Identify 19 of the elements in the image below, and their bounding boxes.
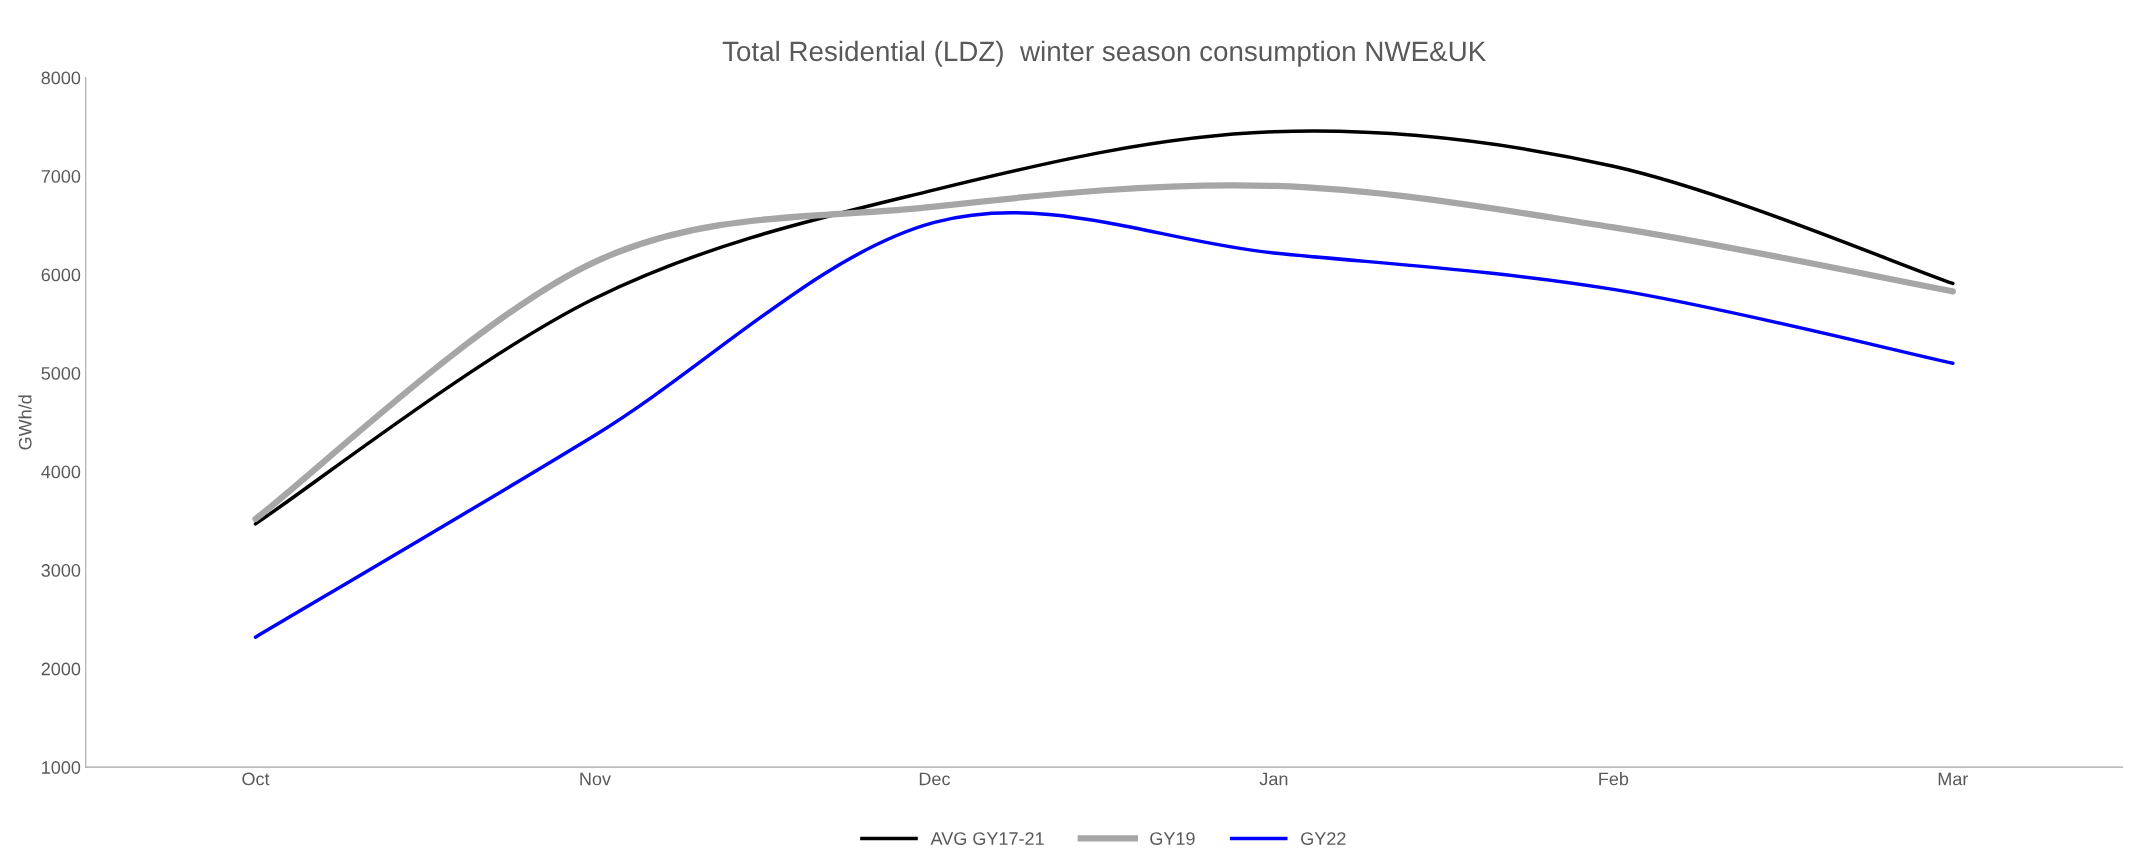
y-tick-label: 4000 bbox=[41, 465, 81, 479]
y-tick-label: 7000 bbox=[41, 170, 81, 183]
x-tick-label: Mar bbox=[1938, 772, 1969, 786]
x-tick-label: Dec bbox=[919, 772, 950, 786]
y-tick-label: 3000 bbox=[41, 564, 81, 577]
x-tick-label: Oct bbox=[242, 772, 270, 786]
y-tick-label: 5000 bbox=[41, 367, 81, 380]
x-tick-label: Jan bbox=[1259, 772, 1288, 786]
y-axis-title: GWh/d bbox=[18, 395, 32, 450]
y-tick-label: 2000 bbox=[41, 662, 81, 676]
legend-label: GY22 bbox=[1301, 832, 1346, 845]
x-tick-label: Feb bbox=[1599, 772, 1629, 786]
y-tick-label: 8000 bbox=[41, 71, 81, 85]
chart-title: Total Residential (LDZ) winter season consumption NWE&UK bbox=[722, 40, 1486, 67]
y-tick-label: 6000 bbox=[41, 268, 81, 282]
legend-label: GY19 bbox=[1150, 832, 1195, 845]
legend-label: AVG GY17-21 bbox=[930, 832, 1044, 845]
x-tick-label: Nov bbox=[580, 772, 611, 786]
y-tick-label: 1000 bbox=[42, 761, 81, 774]
